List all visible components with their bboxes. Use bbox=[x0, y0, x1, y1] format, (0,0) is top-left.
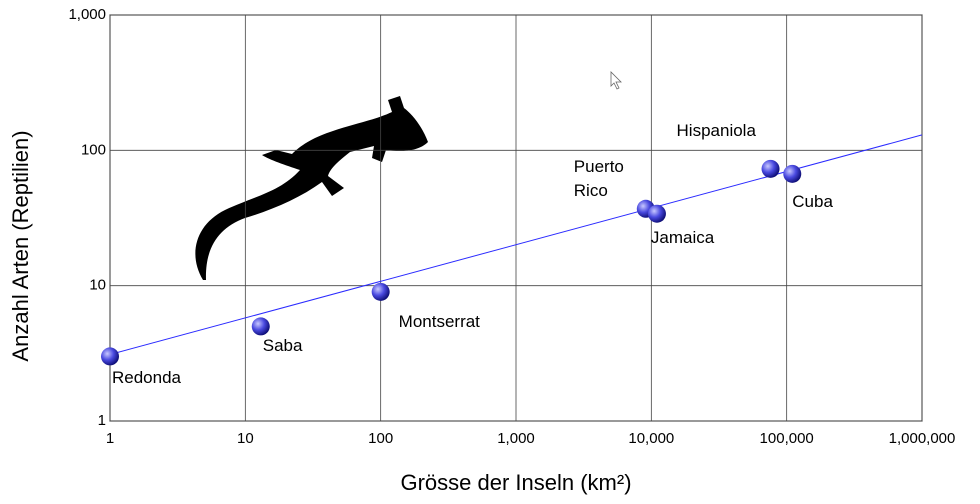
point-label: Montserrat bbox=[398, 311, 480, 331]
point-label: Cuba bbox=[792, 191, 833, 211]
y-tick-label: 1,000 bbox=[68, 6, 106, 23]
point-label: Jamaica bbox=[650, 227, 715, 247]
data-point bbox=[371, 282, 390, 301]
data-point bbox=[101, 347, 119, 366]
data-point bbox=[251, 317, 270, 336]
point-label: Puerto Rico bbox=[573, 156, 624, 200]
x-tick-label: 1,000,000 bbox=[889, 430, 956, 447]
x-tick-label: 1 bbox=[106, 430, 114, 447]
x-tick-label: 100,000 bbox=[760, 430, 814, 447]
point-label: Redonda bbox=[112, 368, 182, 388]
y-tick-label: 100 bbox=[81, 141, 106, 158]
x-tick-label: 100 bbox=[368, 430, 393, 447]
cursor bbox=[610, 71, 622, 90]
point-label: Saba bbox=[262, 336, 303, 356]
x-tick-label: 10 bbox=[237, 430, 254, 447]
y-tick-label: 1 bbox=[98, 412, 106, 429]
y-axis-title: Anzahl Arten (Reptilien) bbox=[8, 130, 33, 361]
data-point bbox=[783, 164, 802, 183]
x-tick-label: 1,000 bbox=[497, 430, 535, 447]
data-point bbox=[761, 159, 780, 178]
x-axis-title: Grösse der Inseln (km²) bbox=[400, 470, 631, 495]
y-tick-label: 10 bbox=[89, 277, 106, 294]
point-label: Hispaniola bbox=[676, 120, 756, 140]
lizard-silhouette bbox=[195, 96, 428, 280]
data-point bbox=[647, 204, 666, 223]
x-tick-label: 10,000 bbox=[628, 430, 674, 447]
